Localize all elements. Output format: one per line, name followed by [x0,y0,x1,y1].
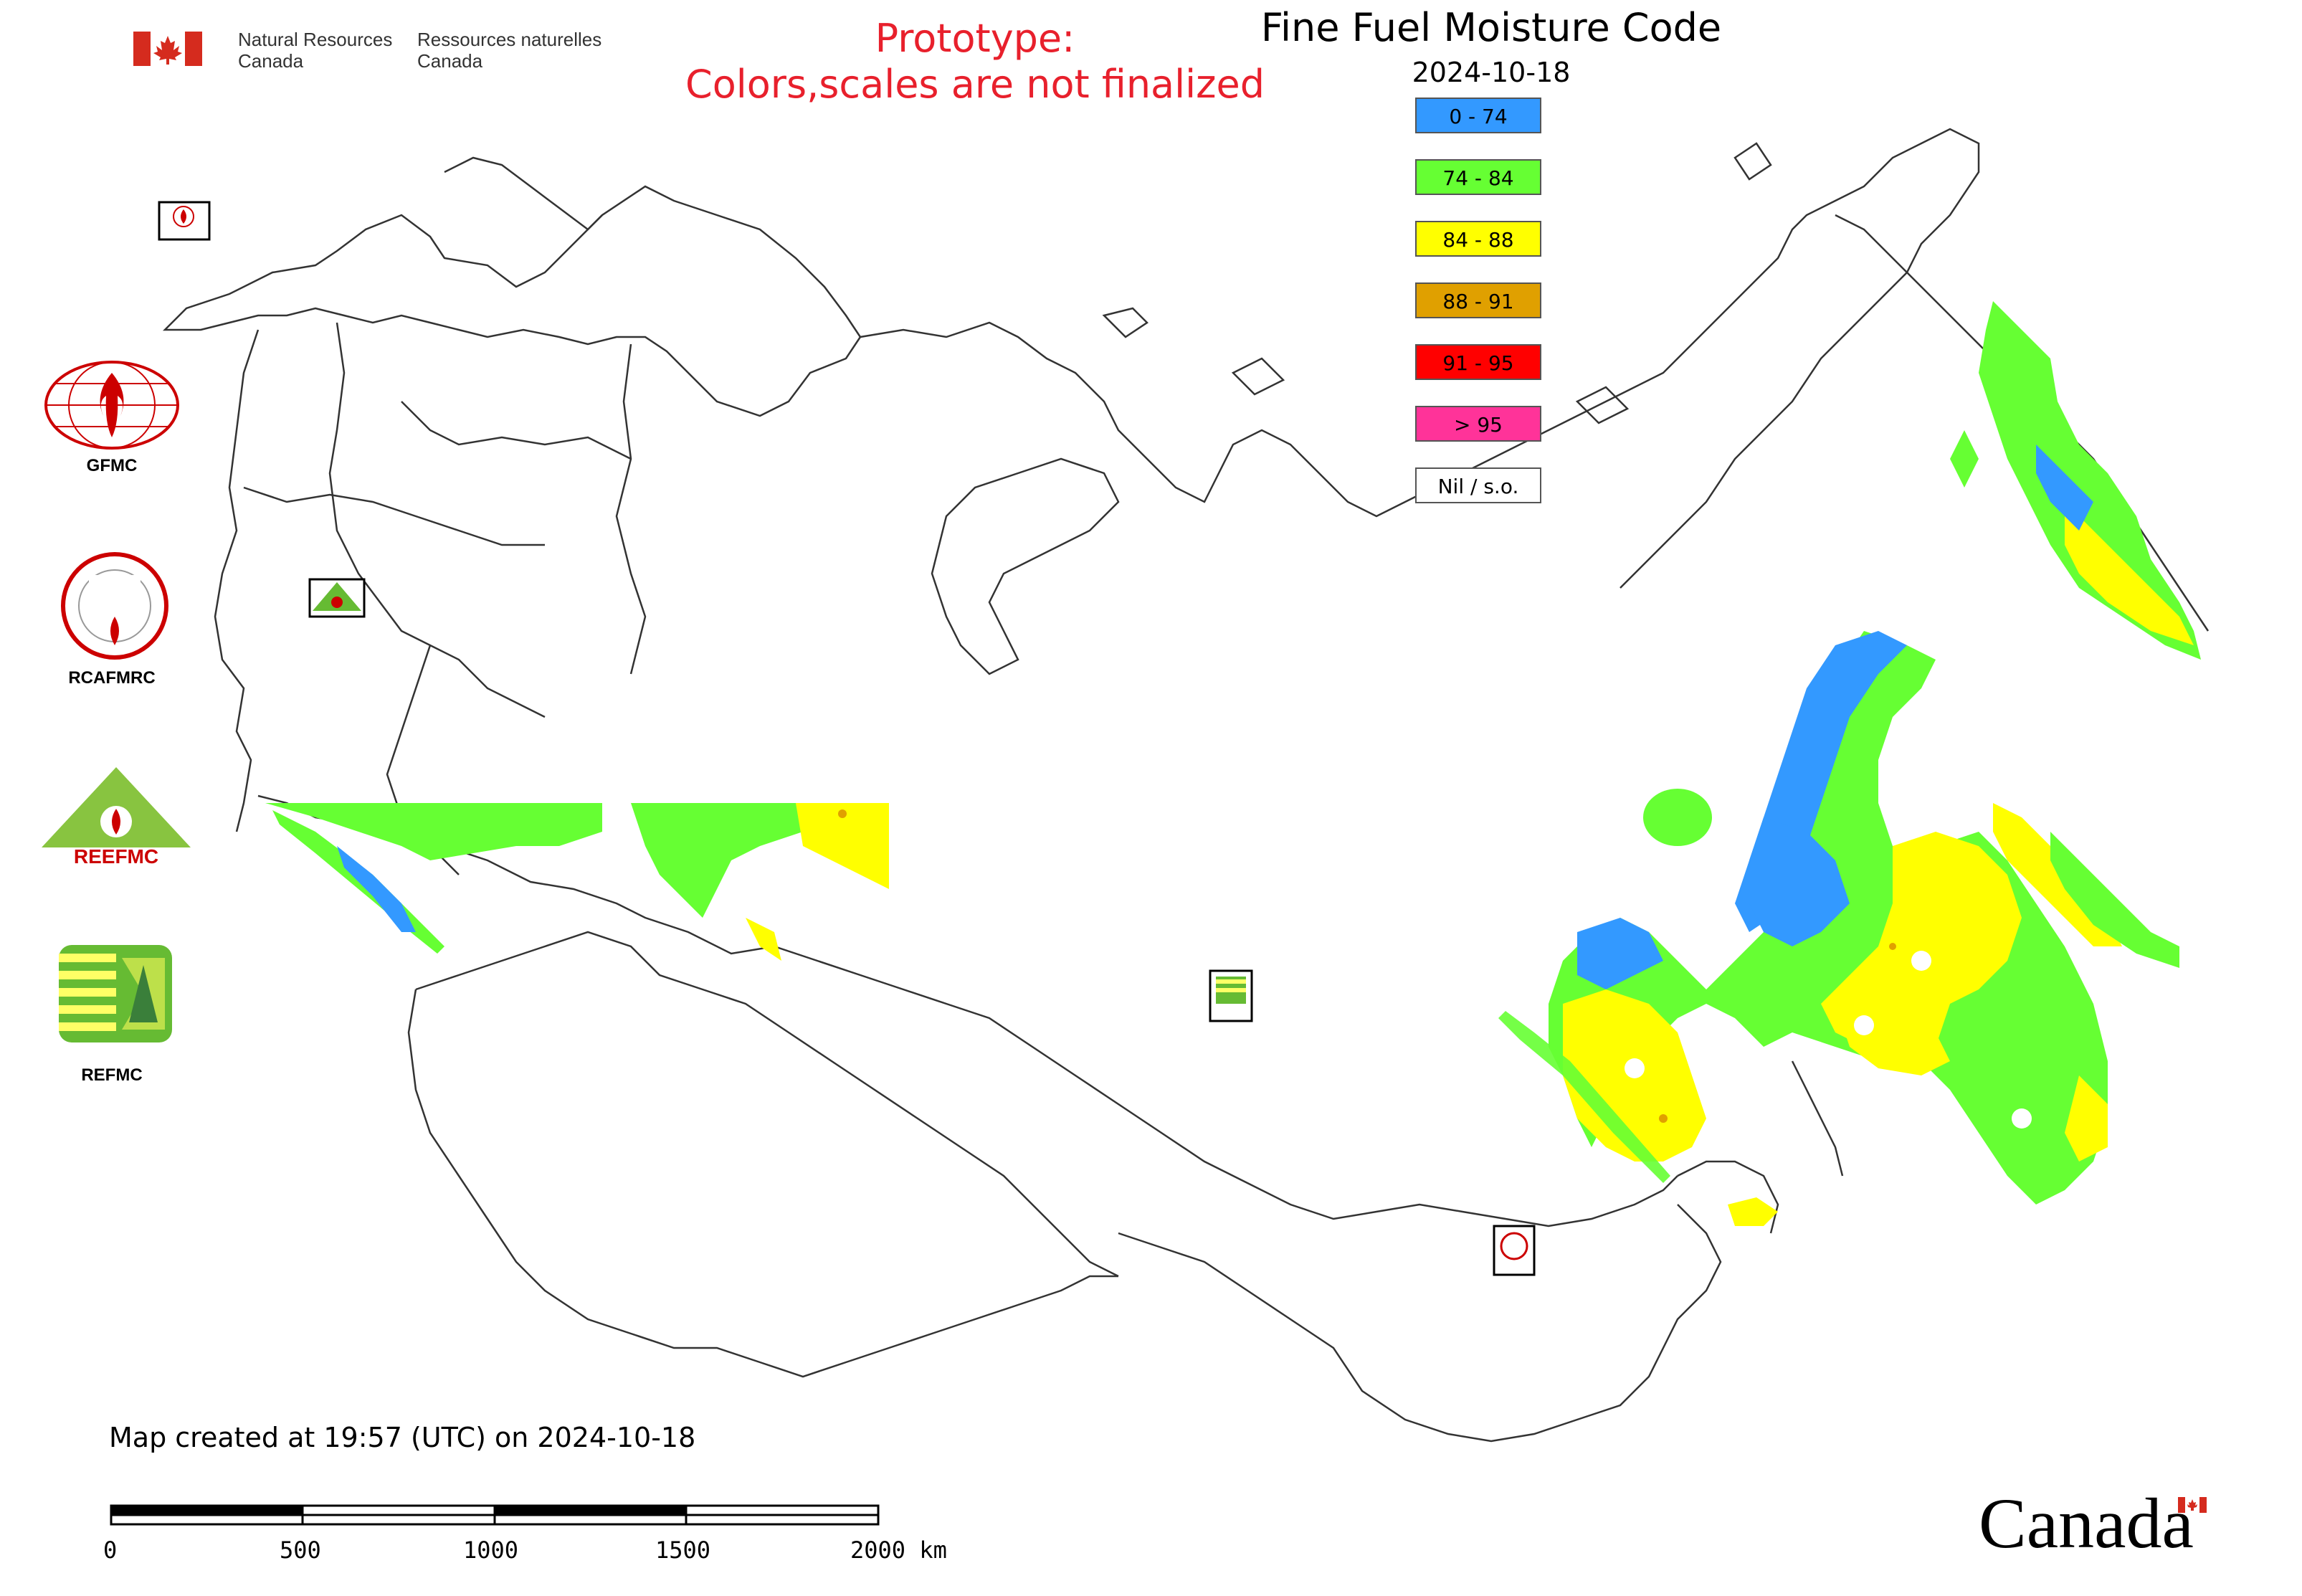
map-title: Fine Fuel Moisture Code [1260,5,1722,50]
scale-tick-500: 500 [280,1536,321,1564]
scale-tick-1500: 1500 [655,1536,711,1564]
svg-text:REEFMC: REEFMC [74,845,158,868]
map-logo-refmc [1209,969,1253,1022]
map-logo-rcafmrc [1493,1225,1536,1276]
prototype-notice: Prototype: Colors,scales are not finaliz… [685,16,1265,107]
legend-item-84-88: 84 - 88 [1415,221,1541,257]
canada-wordmark: Canada [1979,1483,2194,1563]
gfmc-logo [44,361,179,450]
map-logo-reefmc [308,578,366,618]
scale-tick-0: 0 [103,1536,118,1564]
ffmc-data [265,301,2201,1226]
government-header: Natural Resources Canada Ressources natu… [133,29,607,79]
legend-item-88-91: 88 - 91 [1415,282,1541,318]
map-date: 2024-10-18 [1412,57,1571,88]
legend-item-91-95: 91 - 95 [1415,344,1541,380]
legend-item-nil: Nil / s.o. [1415,467,1541,503]
canada-wordmark-flag-icon [2178,1497,2207,1513]
scale-tick-2000: 2000 km [850,1536,947,1564]
legend-item-gt-95: > 95 [1415,406,1541,442]
refmc-label: REFMC [81,1065,143,1085]
refmc-logo [59,945,172,1042]
gov-name-fr: Ressources naturelles Canada [417,29,602,72]
map-logo-gfmc [158,201,211,241]
country-borders [162,128,2210,1443]
scale-tick-1000: 1000 [463,1536,519,1564]
legend-item-74-84: 74 - 84 [1415,159,1541,195]
canada-flag-icon [133,32,202,66]
scale-bar: 0 500 1000 1500 2000 km [103,1491,968,1570]
rcafmrc-logo [61,552,168,660]
gov-name-en: Natural Resources Canada [238,29,393,72]
legend-item-0-74: 0 - 74 [1415,98,1541,133]
map-created-time: Map created at 19:57 (UTC) on 2024-10-18 [109,1422,696,1453]
reefmc-logo: REEFMC [40,767,192,868]
rcafmrc-label: RCAFMRC [68,668,156,688]
gfmc-label: GFMC [86,456,138,475]
scale-bar-graphic [110,1504,880,1526]
